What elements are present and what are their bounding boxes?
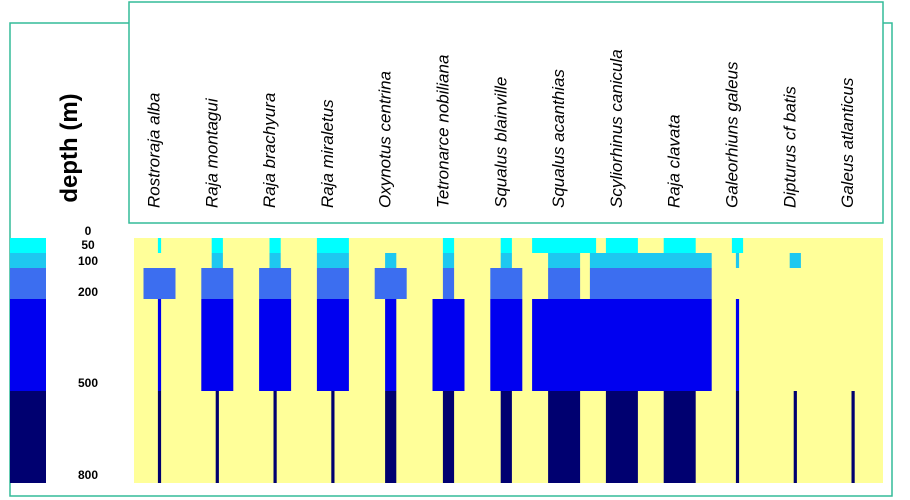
mark-raja-montagui-50-100 bbox=[211, 253, 223, 268]
y-axis-title: depth (m) bbox=[56, 93, 83, 202]
mark-raja-montagui-0-50 bbox=[211, 238, 223, 253]
mark-squalus-acanthias-500-800 bbox=[548, 391, 581, 483]
mark-squalus-acanthias-100-200 bbox=[548, 268, 581, 299]
mark-tetronarce-nobiliana-50-100 bbox=[442, 253, 455, 268]
mark-raja-miraletus-500-800 bbox=[331, 391, 335, 483]
species-label: Dipturus cf batis bbox=[780, 86, 799, 208]
mark-squalus-blainville-100-200 bbox=[490, 268, 523, 299]
mark-raja-clavata-0-50 bbox=[663, 238, 696, 253]
mark-oxynotus-centrina-100-200 bbox=[374, 268, 407, 299]
mark-rostroraja-alba-0-50 bbox=[157, 238, 162, 253]
legend-band-200-500 bbox=[10, 299, 46, 391]
mark-galeorhiuns-galeus-0-50 bbox=[731, 238, 744, 253]
mark-raja-montagui-200-500 bbox=[201, 299, 234, 391]
mark-scyliorhinus-canicula-50-100 bbox=[589, 253, 654, 268]
species-label: Galeorhiuns galeus bbox=[723, 61, 742, 208]
mark-tetronarce-nobiliana-200-500 bbox=[432, 299, 465, 391]
mark-scyliorhinus-canicula-0-50 bbox=[605, 238, 638, 253]
mark-raja-montagui-100-200 bbox=[201, 268, 234, 299]
depth-tick-label: 50 bbox=[81, 238, 95, 252]
mark-raja-miraletus-100-200 bbox=[316, 268, 349, 299]
mark-raja-brachyura-0-50 bbox=[269, 238, 281, 253]
mark-scyliorhinus-canicula-500-800 bbox=[605, 391, 638, 483]
mark-galeorhiuns-galeus-200-500 bbox=[735, 299, 740, 391]
mark-raja-montagui-500-800 bbox=[215, 391, 219, 483]
species-label: Rostroraja alba bbox=[145, 93, 164, 208]
legend-band-500-800 bbox=[10, 391, 46, 483]
mark-oxynotus-centrina-50-100 bbox=[385, 253, 397, 268]
mark-scyliorhinus-canicula-200-500 bbox=[589, 299, 654, 391]
depth-legend bbox=[10, 238, 46, 483]
legend-band-50-100 bbox=[10, 253, 46, 268]
mark-squalus-acanthias-200-500 bbox=[532, 299, 597, 391]
species-label: Squalus blainville bbox=[491, 77, 510, 208]
mark-oxynotus-centrina-200-500 bbox=[385, 299, 397, 391]
mark-dipturus-cf-batis-50-100 bbox=[789, 253, 801, 268]
mark-raja-miraletus-0-50 bbox=[316, 238, 349, 253]
species-distribution-marks bbox=[143, 238, 855, 483]
mark-raja-clavata-100-200 bbox=[647, 268, 712, 299]
mark-raja-brachyura-100-200 bbox=[259, 268, 292, 299]
mark-galeus-atlanticus-500-800 bbox=[851, 391, 855, 483]
mark-oxynotus-centrina-500-800 bbox=[385, 391, 397, 483]
mark-tetronarce-nobiliana-500-800 bbox=[442, 391, 455, 483]
species-label: Raja montagui bbox=[202, 97, 221, 208]
mark-rostroraja-alba-100-200 bbox=[143, 268, 176, 299]
mark-raja-brachyura-500-800 bbox=[273, 391, 277, 483]
species-label: Raja miraletus bbox=[318, 99, 337, 208]
mark-raja-clavata-500-800 bbox=[663, 391, 696, 483]
mark-tetronarce-nobiliana-0-50 bbox=[442, 238, 455, 253]
species-label: Raja clavata bbox=[665, 114, 684, 208]
mark-raja-clavata-200-500 bbox=[647, 299, 712, 391]
species-label: Tetronarce nobiliana bbox=[434, 55, 453, 208]
mark-dipturus-cf-batis-500-800 bbox=[793, 391, 797, 483]
depth-tick-label: 100 bbox=[78, 254, 98, 268]
mark-squalus-acanthias-0-50 bbox=[532, 238, 597, 253]
species-label: Galeus atlanticus bbox=[838, 77, 857, 208]
species-header-box bbox=[128, 1, 884, 224]
depth-ticks: 050 100 200 500 800 bbox=[78, 224, 98, 482]
mark-tetronarce-nobiliana-100-200 bbox=[442, 268, 455, 299]
depth-tick-label: 800 bbox=[78, 468, 98, 482]
species-label: Raja brachyura bbox=[260, 93, 279, 208]
mark-galeorhiuns-galeus-500-800 bbox=[735, 391, 740, 483]
mark-squalus-blainville-0-50 bbox=[500, 238, 512, 253]
mark-raja-miraletus-200-500 bbox=[316, 299, 349, 391]
mark-squalus-acanthias-50-100 bbox=[548, 253, 581, 268]
species-label: Scyliorhinus canicula bbox=[607, 49, 626, 208]
depth-tick-label: 200 bbox=[78, 285, 98, 299]
mark-raja-miraletus-50-100 bbox=[316, 253, 349, 268]
mark-raja-clavata-50-100 bbox=[647, 253, 712, 268]
species-label: Squalus acanthias bbox=[549, 69, 568, 208]
mark-squalus-blainville-200-500 bbox=[490, 299, 523, 391]
legend-band-0-50 bbox=[10, 238, 46, 253]
mark-rostroraja-alba-500-800 bbox=[157, 391, 162, 483]
species-label: Oxynotus centrina bbox=[376, 71, 395, 208]
depth-tick-label: 0 bbox=[85, 224, 92, 238]
mark-rostroraja-alba-200-500 bbox=[157, 299, 162, 391]
mark-galeorhiuns-galeus-50-100 bbox=[735, 253, 740, 268]
species-labels: Rostroraja alba Raja montagui Raja brachyu… bbox=[145, 49, 858, 208]
mark-squalus-blainville-50-100 bbox=[500, 253, 512, 268]
mark-raja-brachyura-50-100 bbox=[269, 253, 281, 268]
depth-tick-label: 500 bbox=[78, 376, 98, 390]
mark-squalus-blainville-500-800 bbox=[500, 391, 512, 483]
mark-scyliorhinus-canicula-100-200 bbox=[589, 268, 654, 299]
legend-band-100-200 bbox=[10, 268, 46, 299]
mark-raja-brachyura-200-500 bbox=[259, 299, 292, 391]
